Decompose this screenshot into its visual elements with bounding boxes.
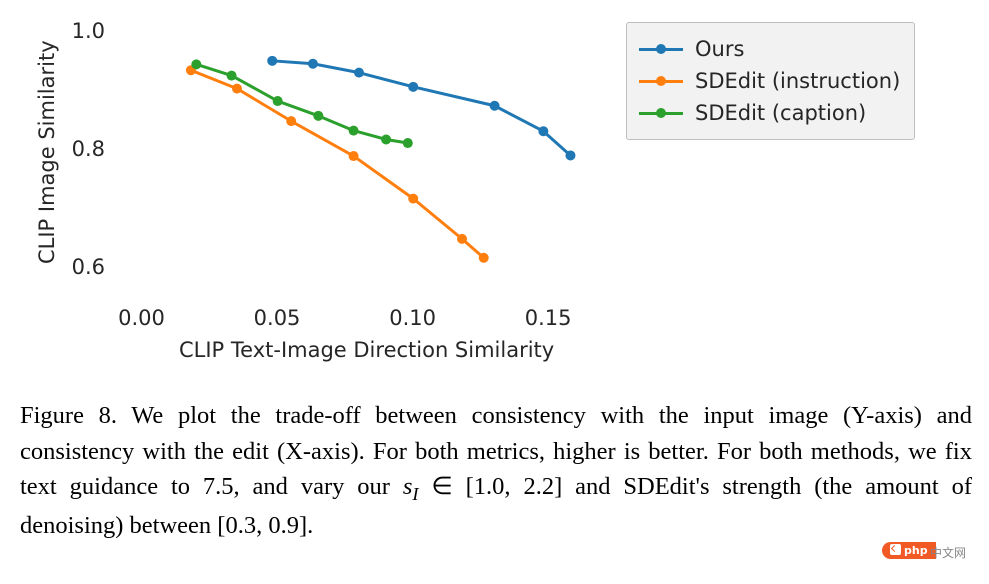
y-axis-label: CLIP Image Similarity <box>35 40 59 264</box>
series-marker <box>227 71 237 81</box>
legend-item: SDEdit (caption) <box>639 97 900 129</box>
x-tick-label: 0.10 <box>389 306 436 330</box>
series-marker <box>232 84 242 94</box>
legend-swatch <box>639 103 683 123</box>
series-line-sdedit-instruction- <box>191 70 484 258</box>
series-marker <box>273 96 283 106</box>
y-tick-label: 1.0 <box>72 19 105 43</box>
series-marker <box>308 59 318 69</box>
series-marker <box>403 138 413 148</box>
legend-swatch <box>639 71 683 91</box>
series-marker <box>408 82 418 92</box>
series-marker <box>286 116 296 126</box>
x-tick-label: 0.00 <box>118 306 165 330</box>
series-marker <box>538 126 548 136</box>
legend-swatch <box>639 39 683 59</box>
legend-item: SDEdit (instruction) <box>639 65 900 97</box>
y-tick-label: 0.8 <box>72 137 105 161</box>
series-marker <box>349 126 359 136</box>
php-icon <box>890 544 901 555</box>
series-marker <box>490 101 500 111</box>
series-marker <box>313 111 323 121</box>
badge-text: php <box>904 544 928 557</box>
series-marker <box>354 68 364 78</box>
legend: Ours SDEdit (instruction) SDEdit (caption) <box>626 22 915 140</box>
x-tick-label: 0.15 <box>525 306 572 330</box>
legend-label: SDEdit (caption) <box>695 101 866 125</box>
legend-label: SDEdit (instruction) <box>695 69 900 93</box>
series-marker <box>565 150 575 160</box>
series-line-ours <box>272 61 570 156</box>
watermark-badge: php <box>882 542 936 559</box>
x-axis-label: CLIP Text-Image Direction Similarity <box>179 338 554 362</box>
series-marker <box>267 56 277 66</box>
chart-container: 0.00 0.05 0.10 0.15 0.6 0.8 1.0 CLIP Text-Imag… <box>0 0 989 380</box>
legend-label: Ours <box>695 37 744 61</box>
series-marker <box>457 234 467 244</box>
caption-prefix: Figure 8. <box>20 402 131 429</box>
caption-var: s <box>403 473 413 500</box>
series-marker <box>408 194 418 204</box>
figure-caption: Figure 8. We plot the trade-off between … <box>20 398 972 543</box>
series-marker <box>381 134 391 144</box>
series-marker <box>191 59 201 69</box>
series-marker <box>479 253 489 263</box>
y-tick-label: 0.6 <box>72 255 105 279</box>
legend-item: Ours <box>639 33 900 65</box>
series-marker <box>349 151 359 161</box>
watermark-tail: 中文网 <box>930 544 966 561</box>
x-tick-label: 0.05 <box>254 306 301 330</box>
